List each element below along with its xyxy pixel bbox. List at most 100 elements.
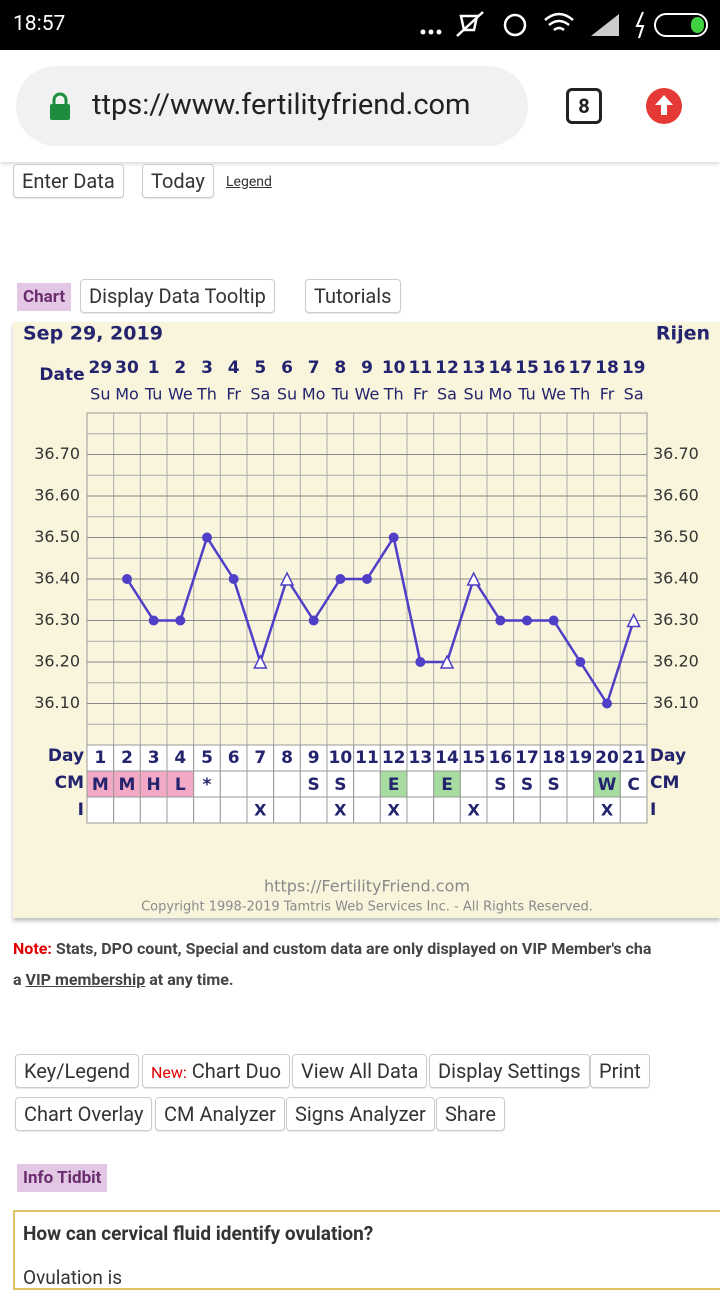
x-tick-label: 15 — [515, 358, 539, 378]
button[interactable]: Print — [590, 1054, 650, 1088]
intercourse-cell — [459, 796, 488, 824]
cm-value: M — [92, 775, 109, 795]
button[interactable]: Share — [436, 1097, 505, 1131]
button[interactable]: View All Data — [292, 1054, 428, 1088]
weekday-label: Mo — [115, 385, 139, 404]
temperature-point — [308, 615, 319, 626]
button[interactable]: Display Data Tooltip — [80, 279, 275, 313]
weekday-label: Mo — [302, 385, 326, 404]
weekday-label: Su — [277, 385, 297, 404]
status-bar: 18:57 — [0, 0, 720, 50]
day-number: 6 — [228, 748, 240, 768]
button[interactable]: New: Chart Duo — [142, 1054, 291, 1088]
intercourse-label: I — [78, 800, 84, 820]
button[interactable]: Signs Analyzer — [286, 1097, 435, 1131]
y-tick-label: 36.20 — [653, 652, 699, 671]
day-number: 10 — [328, 748, 352, 768]
weekday-label: Fr — [226, 385, 241, 404]
day-number: 16 — [488, 748, 512, 768]
address-field[interactable] — [16, 66, 528, 146]
note: Note: Stats, DPO count, Special and cust… — [13, 933, 720, 995]
button[interactable]: Enter Data — [13, 164, 124, 198]
day-number: 12 — [382, 748, 406, 768]
intercourse-value: X — [467, 801, 480, 820]
intercourse-cell — [113, 796, 141, 824]
intercourse-cell — [593, 796, 621, 824]
button[interactable]: Tutorials — [305, 279, 401, 313]
weekday-label: Th — [569, 385, 590, 404]
temperature-point-open — [626, 612, 641, 628]
x-tick-label: 9 — [361, 358, 373, 378]
cm-value: E — [388, 775, 400, 795]
cm-value: * — [203, 775, 212, 795]
y-tick-label: 36.40 — [653, 569, 699, 588]
weekday-label: We — [541, 385, 566, 404]
cm-cell — [513, 770, 541, 798]
clock: 18:57 — [13, 12, 66, 36]
x-tick-label: 5 — [254, 358, 266, 378]
button-text: Chart Duo — [191, 1059, 282, 1083]
vip-link[interactable]: VIP membership — [25, 970, 146, 989]
x-tick-label: 1 — [148, 358, 160, 378]
x-tick-label: 16 — [542, 358, 566, 378]
url[interactable]: ttps://www.fertilityfriend.com — [92, 88, 471, 122]
weekday-label: We — [355, 385, 380, 404]
tab-count[interactable]: 8 — [566, 88, 602, 124]
intercourse-cell — [513, 796, 541, 824]
x-tick-label: 17 — [568, 358, 592, 378]
temperature-point — [388, 532, 399, 543]
intercourse-value: X — [254, 801, 267, 820]
temperature-point — [362, 574, 372, 584]
cm-value: S — [521, 775, 533, 795]
info-box: How can cervical fluid identify ovulatio… — [13, 1210, 720, 1290]
update-icon[interactable] — [645, 87, 683, 125]
button[interactable]: Today — [142, 164, 214, 198]
day-cell — [166, 744, 195, 772]
y-tick-label: 36.30 — [653, 610, 699, 629]
cm-value: S — [494, 775, 506, 795]
day-number: 20 — [595, 748, 619, 768]
cm-cell — [406, 770, 435, 798]
day-number: 11 — [355, 748, 379, 768]
y-tick-label: 36.10 — [34, 693, 80, 712]
x-tick-label: 6 — [281, 358, 293, 378]
legend-link[interactable]: Legend — [226, 174, 272, 190]
y-tick-label: 36.50 — [653, 527, 699, 546]
day-number: 13 — [408, 748, 432, 768]
y-tick-label: 36.20 — [34, 652, 80, 671]
y-tick-label: 36.50 — [34, 527, 80, 546]
weekday-label: Fr — [600, 385, 615, 404]
button[interactable]: Chart Overlay — [15, 1097, 153, 1131]
x-tick-label: 30 — [115, 358, 139, 378]
temperature-point — [575, 657, 586, 667]
button[interactable]: CM Analyzer — [155, 1097, 285, 1131]
y-tick-label: 36.60 — [34, 486, 80, 505]
section-tag: Info Tidbit — [17, 1164, 108, 1192]
weekday-label: Mo — [489, 385, 513, 404]
temperature-point — [602, 698, 612, 709]
x-tick-label: 8 — [334, 358, 346, 378]
weekday-label: We — [168, 385, 193, 404]
day-number: 15 — [462, 748, 486, 768]
cm-value: S — [334, 775, 346, 795]
cm-value: H — [147, 775, 161, 795]
day-cell — [433, 744, 461, 772]
y-tick-label: 36.70 — [653, 444, 699, 463]
x-tick-label: 3 — [201, 358, 213, 378]
chart-title: Sep 29, 2019 — [23, 323, 163, 345]
intercourse-cell — [299, 796, 328, 824]
day-number: 2 — [121, 748, 133, 768]
intercourse-cell — [326, 796, 355, 824]
x-tick-label: 7 — [308, 358, 320, 378]
button[interactable]: Display Settings — [429, 1054, 590, 1088]
chart: Sep 29, 2019 Rijen Date Day Day CM CM I … — [23, 323, 710, 915]
button[interactable]: Key/Legend — [15, 1054, 140, 1088]
weekday-label: Su — [90, 385, 110, 404]
x-tick-label: 29 — [88, 358, 112, 378]
weekday-label: Su — [464, 385, 484, 404]
temperature-point — [175, 615, 186, 626]
weekday-label: Fr — [413, 385, 428, 404]
cm-cell — [193, 770, 221, 798]
weekday-label: Sa — [624, 385, 644, 404]
